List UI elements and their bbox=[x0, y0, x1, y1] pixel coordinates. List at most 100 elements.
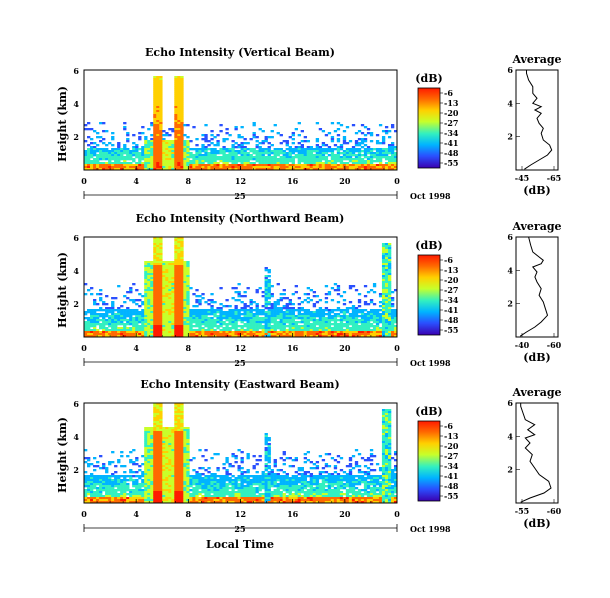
date-bar-vertical: 25 Oct 1998 bbox=[83, 191, 451, 201]
xtick-label: 4 bbox=[133, 176, 139, 186]
xtick-label: 0 bbox=[394, 176, 400, 186]
colorbar-gradient bbox=[417, 254, 441, 336]
colorbar-unit: (dB) bbox=[415, 405, 442, 418]
xtick-label: 20 bbox=[339, 176, 351, 186]
colorbar-tick-label: -41 bbox=[444, 138, 458, 148]
average-ytick-label: 2 bbox=[507, 132, 513, 142]
average-frame bbox=[515, 402, 559, 504]
colorbar-vertical: (dB)-6-13-20-27-34-41-48-55 bbox=[415, 72, 459, 169]
average-xtick-label: -60 bbox=[547, 506, 562, 516]
average-plot-eastward: Average 2 4 6 -55 -60(dB) bbox=[507, 386, 561, 530]
average-frame bbox=[515, 236, 559, 338]
ylabel-eastward: Height (km) bbox=[56, 417, 69, 493]
xtick-label: 4 bbox=[133, 509, 139, 519]
colorbar-tick-label: -41 bbox=[444, 471, 458, 481]
average-plot-northward: Average 2 4 6 -40 -60(dB) bbox=[507, 220, 561, 364]
ylabel-northward: Height (km) bbox=[56, 252, 69, 328]
date-suffix: Oct 1998 bbox=[410, 524, 451, 534]
average-ytick-label: 4 bbox=[507, 98, 513, 108]
average-ytick-label: 2 bbox=[507, 299, 513, 309]
date-suffix: Oct 1998 bbox=[410, 191, 451, 201]
average-ytick-label: 4 bbox=[507, 265, 513, 275]
average-profile-line bbox=[519, 236, 549, 337]
colorbar-tick-label: -13 bbox=[444, 265, 459, 275]
ytick-label: 6 bbox=[73, 399, 79, 409]
xtick-label: 0 bbox=[81, 176, 87, 186]
xtick-label: 12 bbox=[235, 343, 246, 353]
panel-title-eastward: Echo Intensity (Eastward Beam) bbox=[140, 378, 339, 391]
average-xlabel: (dB) bbox=[523, 517, 550, 530]
panel-eastward: Echo Intensity (Eastward Beam) Height (k… bbox=[56, 378, 562, 534]
heatmap-eastward bbox=[84, 403, 398, 504]
colorbar-tick-label: -34 bbox=[444, 461, 459, 471]
average-xlabel: (dB) bbox=[523, 351, 550, 364]
colorbar-tick-label: -27 bbox=[444, 451, 458, 461]
ytick-label: 6 bbox=[73, 233, 79, 243]
colorbar-gradient bbox=[417, 87, 441, 169]
colorbar-eastward: (dB)-6-13-20-27-34-41-48-55 bbox=[415, 405, 459, 502]
panel-vertical: Echo Intensity (Vertical Beam) Height (k… bbox=[56, 46, 562, 201]
panel-northward: Echo Intensity (Northward Beam) Height (… bbox=[56, 212, 562, 368]
colorbar-tick-label: -20 bbox=[444, 441, 459, 451]
xtick-label: 16 bbox=[287, 176, 299, 186]
date-label: 25 bbox=[234, 524, 245, 534]
average-ytick-label: 6 bbox=[507, 65, 513, 75]
colorbar-tick-label: -20 bbox=[444, 275, 459, 285]
average-title: Average bbox=[511, 386, 561, 399]
average-ytick-label: 4 bbox=[507, 431, 513, 441]
ytick-label: 2 bbox=[73, 299, 79, 309]
ytick-label: 4 bbox=[73, 266, 79, 276]
ytick-label: 4 bbox=[73, 99, 79, 109]
y-ticks-northward: 6 4 2 bbox=[73, 233, 79, 309]
xtick-label: 16 bbox=[287, 343, 299, 353]
y-ticks-vertical: 6 4 2 bbox=[73, 66, 79, 142]
average-xtick-label: -55 bbox=[515, 506, 529, 516]
average-plot-vertical: Average 2 4 6 -45 -65(dB) bbox=[507, 53, 561, 197]
x-axis-label: Local Time bbox=[206, 538, 274, 551]
date-label: 25 bbox=[234, 358, 245, 368]
xtick-label: 8 bbox=[186, 176, 192, 186]
colorbar-tick-label: -55 bbox=[444, 325, 458, 335]
colorbar-tick-label: -27 bbox=[444, 118, 458, 128]
xtick-label: 0 bbox=[81, 509, 87, 519]
xtick-label: 12 bbox=[235, 509, 246, 519]
xtick-label: 0 bbox=[394, 343, 400, 353]
xtick-label: 4 bbox=[133, 343, 139, 353]
colorbar-northward: (dB)-6-13-20-27-34-41-48-55 bbox=[415, 239, 459, 336]
ytick-label: 6 bbox=[73, 66, 79, 76]
average-xtick-label: -40 bbox=[515, 340, 530, 350]
xtick-label: 8 bbox=[186, 509, 192, 519]
xtick-label: 20 bbox=[339, 509, 351, 519]
x-ticks-eastward: 0 4 8 12 16 20 0 bbox=[81, 499, 400, 519]
average-title: Average bbox=[511, 220, 561, 233]
colorbar-tick-label: -55 bbox=[444, 491, 458, 501]
xtick-label: 0 bbox=[81, 343, 87, 353]
xtick-label: 8 bbox=[186, 343, 192, 353]
colorbar-unit: (dB) bbox=[415, 239, 442, 252]
date-suffix: Oct 1998 bbox=[410, 358, 451, 368]
x-ticks-northward: 0 4 8 12 16 20 0 bbox=[81, 333, 400, 353]
average-ytick-label: 6 bbox=[507, 398, 513, 408]
average-xtick-label: -60 bbox=[547, 340, 562, 350]
average-profile-line bbox=[520, 403, 552, 503]
average-xtick-label: -65 bbox=[547, 173, 561, 183]
ytick-label: 2 bbox=[73, 132, 79, 142]
average-profile-line bbox=[524, 70, 553, 170]
ytick-label: 2 bbox=[73, 465, 79, 475]
panel-title-northward: Echo Intensity (Northward Beam) bbox=[136, 212, 345, 225]
colorbar-gradient bbox=[417, 420, 441, 502]
average-title: Average bbox=[511, 53, 561, 66]
colorbar-tick-label: -6 bbox=[444, 255, 453, 265]
xtick-label: 12 bbox=[235, 176, 246, 186]
colorbar-tick-label: -27 bbox=[444, 285, 458, 295]
colorbar-tick-label: -13 bbox=[444, 431, 459, 441]
colorbar-tick-label: -48 bbox=[444, 481, 459, 491]
colorbar-tick-label: -6 bbox=[444, 88, 453, 98]
date-bar-northward: 25 Oct 1998 bbox=[83, 358, 451, 368]
ylabel-vertical: Height (km) bbox=[56, 86, 69, 162]
average-xlabel: (dB) bbox=[523, 184, 550, 197]
colorbar-tick-label: -13 bbox=[444, 98, 459, 108]
x-ticks-vertical: 0 4 8 12 16 20 0 bbox=[81, 166, 400, 186]
average-ytick-label: 2 bbox=[507, 465, 513, 475]
colorbar-tick-label: -55 bbox=[444, 158, 458, 168]
